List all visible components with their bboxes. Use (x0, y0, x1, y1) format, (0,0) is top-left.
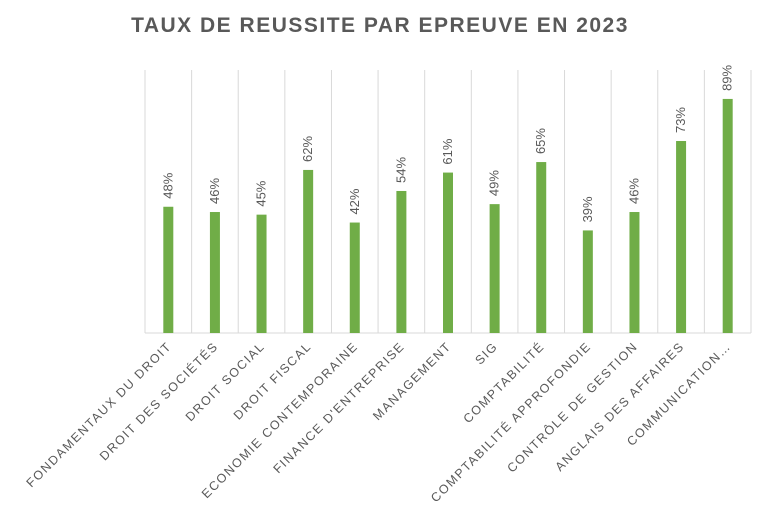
bar (396, 190, 407, 333)
category-label: SIG (472, 339, 500, 367)
bar (676, 141, 687, 333)
data-label: 46% (626, 178, 641, 204)
data-label: 39% (580, 196, 595, 222)
bar (489, 204, 500, 333)
bar (163, 206, 174, 333)
data-label: 48% (160, 172, 175, 198)
data-label: 62% (300, 135, 315, 161)
data-label: 65% (533, 128, 548, 154)
data-label: 42% (347, 188, 362, 214)
grid-lines (144, 70, 752, 334)
bars (163, 98, 733, 334)
bar (722, 98, 733, 334)
chart-title: TAUX DE REUSSITE PAR EPREUVE EN 2023 (131, 14, 629, 37)
data-label: 89% (720, 64, 735, 90)
category-label: DROIT SOCIAL (183, 339, 268, 424)
category-label: DROIT FISCAL (231, 339, 314, 422)
bar (629, 212, 640, 333)
category-label: COMPTABILITÉ (460, 339, 548, 427)
category-label: MANAGEMENT (370, 339, 454, 423)
bar (536, 162, 547, 333)
bar (209, 212, 220, 333)
data-label: 61% (440, 138, 455, 164)
bar (443, 172, 453, 333)
data-labels: 48% 46% 45% 62% 42% 54% 61% 49% 65% 39% 46% 73% 89% (160, 64, 734, 222)
data-label: 45% (254, 180, 269, 206)
data-label: 54% (393, 157, 408, 183)
data-label: 46% (207, 178, 222, 204)
category-label: COMPTABILITÉ APPROFONDIE (427, 339, 594, 506)
bar (256, 214, 267, 333)
bar (582, 230, 593, 333)
data-label: 49% (487, 170, 502, 196)
bar (349, 222, 360, 333)
data-label: 73% (673, 107, 688, 133)
bar (303, 169, 314, 333)
